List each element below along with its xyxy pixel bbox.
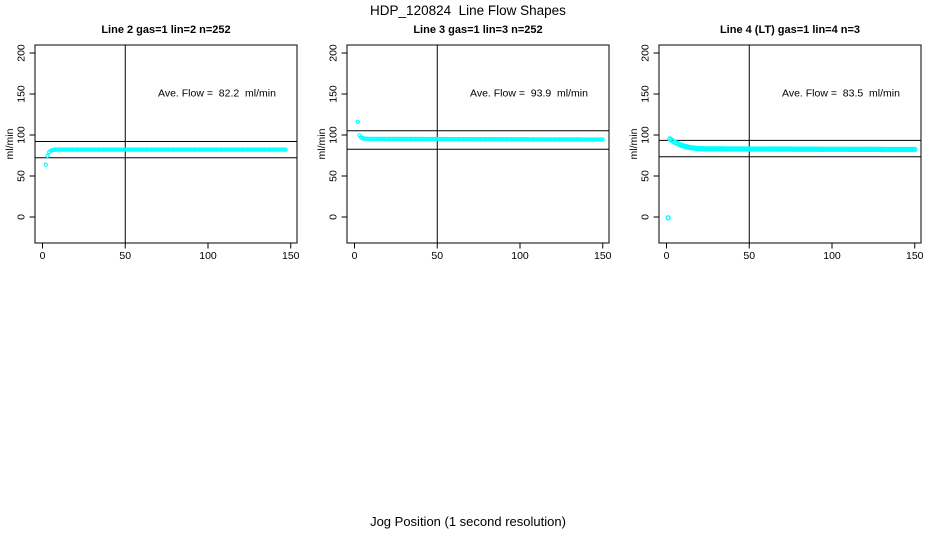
y-tick-label: 150	[640, 85, 652, 103]
y-axis-label: ml/min	[4, 128, 16, 159]
ave-flow-annotation: Ave. Flow = 93.9 ml/min	[470, 88, 588, 100]
panel-plot-line2: 0 50 100 150 200 0 50 100 150 ml/min Ave. Flow = 8…	[4, 44, 300, 262]
plot-box	[34, 44, 298, 244]
y-tick-label: 200	[16, 44, 28, 62]
x-tick-label: 50	[119, 250, 131, 262]
y-tick-label: 200	[640, 44, 652, 62]
y-tick-label: 100	[328, 126, 340, 144]
y-tick-label: 0	[16, 214, 28, 220]
panel-title: Line 3 gas=1 lin=3 n=252	[413, 24, 543, 36]
figure-title: HDP_120824 Line Flow Shapes	[370, 3, 566, 18]
y-tick-label: 50	[640, 170, 652, 182]
y-tick-label: 100	[16, 126, 28, 144]
x-tick-label: 50	[743, 250, 755, 262]
y-tick-label: 0	[328, 214, 340, 220]
panel-line3: Line 3 gas=1 lin=3 n=252 0 50 100 150 200 0 50…	[312, 24, 624, 274]
y-axis-label: ml/min	[316, 128, 328, 159]
data-point	[600, 137, 605, 142]
plot-box	[658, 44, 922, 244]
data-point	[281, 147, 287, 152]
panel-plot-line4: 0 50 100 150 200 0 50 100 150 ml/min Ave. Flow = 8…	[628, 44, 924, 262]
x-tick-label: 100	[199, 250, 217, 262]
y-axis-label: ml/min	[628, 128, 640, 159]
y-tick-label: 0	[640, 214, 652, 220]
x-tick-label: 150	[282, 250, 300, 262]
x-tick-label: 100	[823, 250, 841, 262]
x-tick-label: 50	[431, 250, 443, 262]
x-tick-label: 100	[511, 250, 529, 262]
y-tick-label: 150	[328, 85, 340, 103]
plot-box	[346, 44, 610, 244]
data-point	[598, 137, 604, 142]
data-point	[912, 146, 918, 153]
y-tick-label: 100	[640, 126, 652, 144]
panel-title: Line 4 (LT) gas=1 lin=4 n=3	[719, 24, 861, 36]
y-tick-label: 50	[328, 170, 340, 182]
x-tick-label: 0	[352, 250, 358, 262]
x-tick-label: 0	[664, 250, 670, 262]
data-point	[665, 215, 671, 221]
ave-flow-annotation: Ave. Flow = 83.5 ml/min	[782, 88, 900, 100]
x-tick-label: 150	[594, 250, 612, 262]
data-point	[283, 147, 288, 152]
panel-line4: Line 4 (LT) gas=1 lin=4 n=3 0 50 100 150 200…	[624, 24, 936, 274]
panel-plot-line3: 0 50 100 150 200 0 50 100 150 ml/min Ave. Flow = 9…	[316, 44, 612, 262]
y-tick-label: 50	[16, 170, 28, 182]
panel-line2: Line 2 gas=1 lin=2 n=252 0 50 100 150 200 0 50…	[0, 24, 312, 274]
x-tick-label: 150	[906, 250, 924, 262]
data-point	[355, 119, 360, 124]
x-tick-label: 0	[40, 250, 46, 262]
ave-flow-annotation: Ave. Flow = 82.2 ml/min	[158, 88, 276, 100]
panel-title: Line 2 gas=1 lin=2 n=252	[101, 24, 231, 36]
x-axis-label: Jog Position (1 second resolution)	[370, 514, 566, 529]
data-point	[45, 153, 50, 159]
data-point	[43, 162, 48, 167]
y-tick-label: 150	[16, 85, 28, 103]
y-tick-label: 200	[328, 44, 340, 62]
